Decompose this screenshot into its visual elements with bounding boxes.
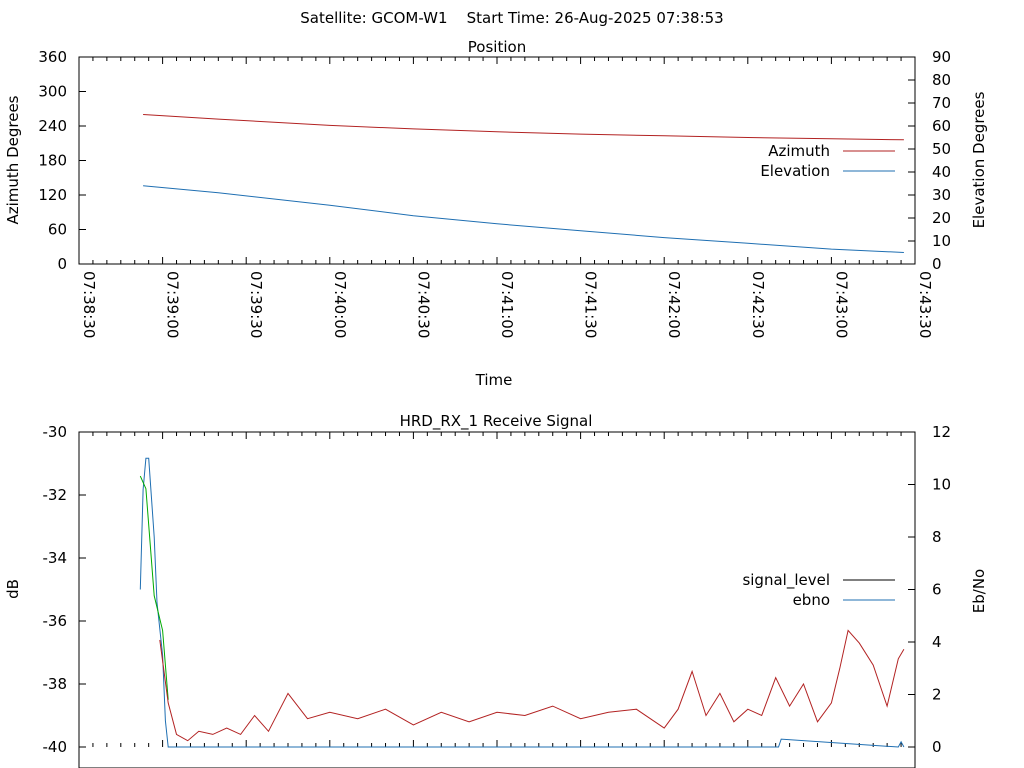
signal-y-tick-label: -34 [43,549,68,567]
signal-y-tick-label: -40 [43,738,68,756]
position-legend-label: Elevation [760,162,830,180]
position-y2-tick-label: 70 [932,94,951,112]
position-y-tick-label: 300 [38,83,67,101]
signal-y-tick-label: -38 [43,675,68,693]
position-x-tick-label: 07:40:30 [414,271,432,338]
position-y2-tick-label: 0 [932,255,942,273]
position-xlabel: Time [475,371,513,389]
chart-header: Satellite: GCOM-W1 Start Time: 26-Aug-20… [300,9,723,27]
position-x-tick-label: 07:42:00 [665,271,683,338]
signal-y2label: Eb/No [970,569,988,613]
position-y2-tick-label: 60 [932,117,951,135]
position-chart: Position Time Azimuth Degrees Elevation … [4,38,988,389]
position-y-tick-label: 180 [38,152,67,170]
signal-series-line-3 [159,629,905,742]
position-series-line-azimuth [143,114,904,141]
position-x-tick-label: 07:43:30 [916,271,934,338]
position-x-tick-label: 07:40:00 [331,271,349,338]
position-y2-tick-label: 10 [932,232,951,250]
position-y2label: Elevation Degrees [970,91,988,228]
signal-plot-frame [78,431,916,768]
position-y2-tick-label: 80 [932,71,951,89]
signal-ylabel: dB [4,579,22,599]
position-y2-tick-label: 20 [932,209,951,227]
signal-y2-tick-label: 2 [932,686,942,704]
receive-signal-chart: HRD_RX_1 Receive Signal dB Eb/No -30 -32 -… [4,412,988,768]
position-y-tick-label: 360 [38,48,67,66]
position-x-tick-label: 07:39:00 [164,271,182,338]
position-y2-tick-label: 40 [932,163,951,181]
position-y-tick-label: 0 [57,255,67,273]
position-y-tick-label: 240 [38,117,67,135]
position-ylabel: Azimuth Degrees [4,95,22,224]
position-series-line-elevation [143,185,904,253]
position-legend-label: Azimuth [768,142,830,160]
signal-legend-label: ebno [793,591,830,609]
position-y2-tick-label: 50 [932,140,951,158]
signal-y-tick-label: -30 [43,423,68,441]
position-y2-tick-label: 30 [932,186,951,204]
signal-series-line-ebno [139,457,905,748]
position-x-tick-label: 07:38:30 [80,271,98,338]
position-x-tick-label: 07:41:00 [498,271,516,338]
signal-series-line-2 [139,475,169,700]
position-x-tick-label: 07:43:00 [832,271,850,338]
position-x-tick-label: 07:42:30 [749,271,767,338]
position-y2-tick-label: 90 [932,48,951,66]
position-x-tick-label: 07:39:30 [247,271,265,338]
signal-y2-tick-label: 12 [932,423,951,441]
signal-y-tick-label: -32 [43,486,68,504]
signal-y2-tick-label: 6 [932,581,942,599]
signal-y2-tick-label: 4 [932,633,942,651]
position-x-tick-label: 07:41:30 [582,271,600,338]
position-y-tick-label: 60 [48,221,67,239]
signal-y2-tick-label: 10 [932,476,951,494]
signal-y2-tick-label: 8 [932,528,942,546]
signal-title: HRD_RX_1 Receive Signal [400,412,593,431]
position-y-tick-label: 120 [38,186,67,204]
signal-y2-tick-label: 0 [932,738,942,756]
position-title: Position [468,38,526,56]
signal-legend-label: signal_level [742,571,830,590]
signal-y-tick-label: -36 [43,612,68,630]
position-plot-frame [78,56,916,265]
